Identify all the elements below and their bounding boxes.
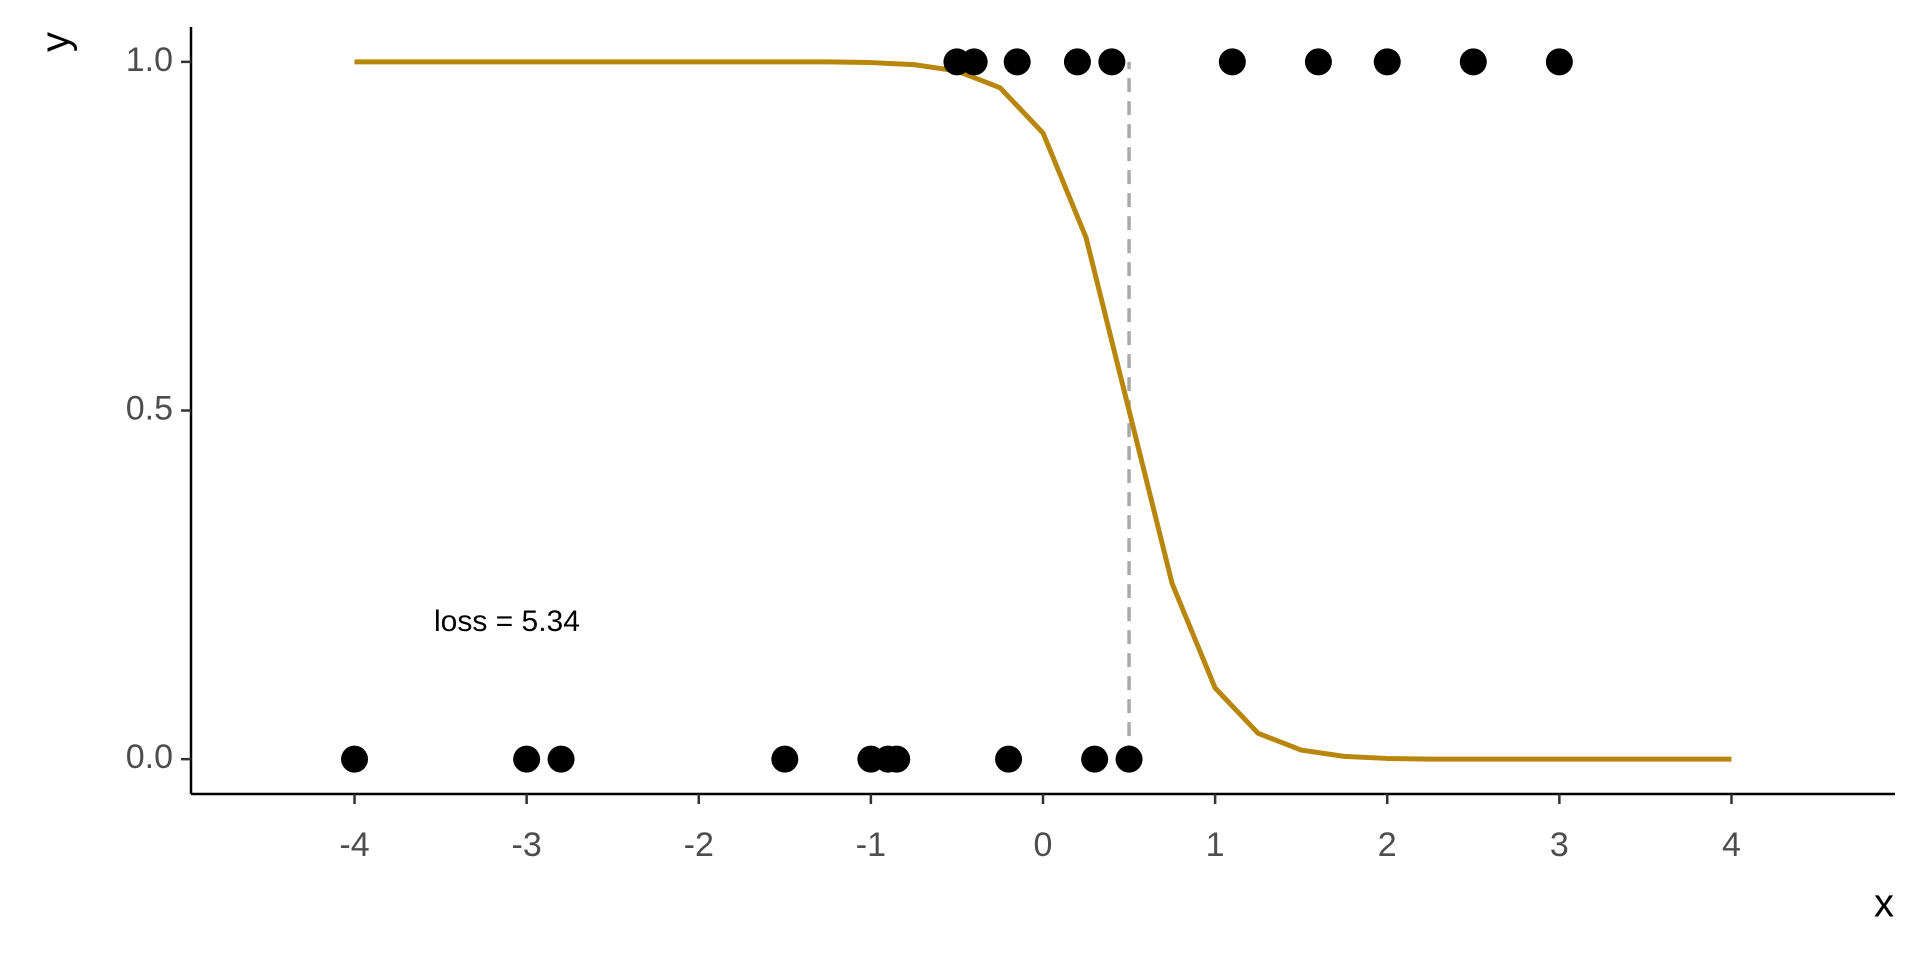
x-axis-label: x [1874,882,1894,926]
point [1003,48,1031,76]
point [1373,48,1401,76]
point [1063,48,1091,76]
x-tick-label: 4 [1722,826,1741,864]
point [1545,48,1573,76]
x-tick-label: 1 [1206,826,1225,864]
x-tick-label: -4 [339,826,369,864]
y-tick-label: 0.5 [126,389,173,427]
x-tick-label: -3 [512,826,542,864]
point [547,745,575,773]
point [995,745,1023,773]
y-tick-label: 0.0 [126,738,173,776]
annotation: loss = 5.34 [434,605,580,638]
x-tick-label: 0 [1034,826,1053,864]
point [1081,745,1109,773]
point [883,745,911,773]
point [341,745,369,773]
x-tick-label: -1 [856,826,886,864]
point [1098,48,1126,76]
point [513,745,541,773]
point [1304,48,1332,76]
point [771,745,799,773]
point [960,48,988,76]
x-tick-label: 2 [1378,826,1397,864]
x-tick-label: -2 [684,826,714,864]
x-tick-label: 3 [1550,826,1569,864]
point [1115,745,1143,773]
y-axis-label: y [34,32,78,52]
y-tick-label: 1.0 [126,41,173,79]
point [1459,48,1487,76]
point [1218,48,1246,76]
curve [354,59,1732,762]
